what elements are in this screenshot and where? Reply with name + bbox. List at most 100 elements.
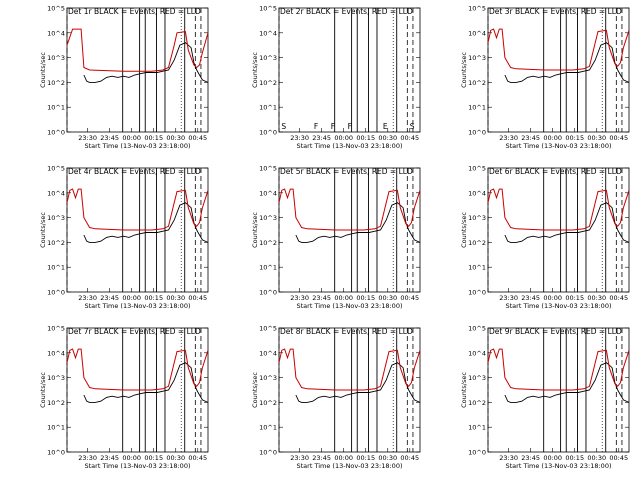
lld-series <box>487 188 630 231</box>
y-tick-label: 10^1 <box>47 104 65 112</box>
y-tick-label: 10^2 <box>259 399 277 407</box>
x-tick-label: 00:00 <box>122 134 141 142</box>
lld-series <box>487 28 630 71</box>
y-tick-label: 10^2 <box>259 79 277 87</box>
x-tick-label: 00:30 <box>587 294 606 302</box>
x-tick-label: 23:45 <box>100 454 119 462</box>
y-tick-label: 10^2 <box>259 239 277 247</box>
y-tick-label: 10^0 <box>259 289 277 297</box>
y-tick-label: 10^5 <box>259 325 277 333</box>
y-tick-label: 10^4 <box>468 189 486 197</box>
y-tick-label: 10^5 <box>259 165 277 173</box>
y-axis-label: Counts/sec <box>251 212 259 248</box>
x-tick-label: 00:30 <box>378 294 397 302</box>
x-tick-label: 00:30 <box>166 134 185 142</box>
panel-title: Det 5r BLACK = Events, RED = LLD <box>280 167 413 176</box>
panel-5: Det 5r BLACK = Events, RED = LLD 10^0 10^1… <box>251 165 421 310</box>
x-tick-label: 23:45 <box>312 134 331 142</box>
x-tick-label: 00:45 <box>188 134 207 142</box>
x-tick-label: 00:30 <box>166 294 185 302</box>
y-tick-label: 10^1 <box>468 424 486 432</box>
panel-3: Det 3r BLACK = Events, RED = LLD 10^0 10^1… <box>460 5 630 150</box>
x-axis-label: Start Time (13-Nov-03 23:18:00) <box>85 462 191 470</box>
y-tick-label: 10^1 <box>468 264 486 272</box>
panel-6: Det 6r BLACK = Events, RED = LLD 10^0 10^1… <box>460 165 630 310</box>
x-tick-label: 00:30 <box>166 454 185 462</box>
y-axis-label: Counts/sec <box>39 372 47 408</box>
marker-letter: F <box>314 122 318 131</box>
panel-title: Det 7r BLACK = Events, RED = LLD <box>68 327 201 336</box>
y-axis-label: Counts/sec <box>460 52 468 88</box>
x-axis-label: Start Time (13-Nov-03 23:18:00) <box>85 302 191 310</box>
x-tick-label: 00:15 <box>565 294 584 302</box>
x-tick-label: 00:00 <box>543 134 562 142</box>
y-tick-label: 10^3 <box>259 54 277 62</box>
x-tick-label: 00:00 <box>543 454 562 462</box>
marker-letter: E <box>383 122 388 131</box>
y-tick-label: 10^0 <box>47 289 65 297</box>
y-axis-label: Counts/sec <box>39 52 47 88</box>
y-tick-label: 10^1 <box>468 104 486 112</box>
marker-letter: S <box>410 122 415 131</box>
x-tick-label: 00:00 <box>122 294 141 302</box>
x-tick-label: 23:30 <box>499 454 518 462</box>
x-tick-label: 00:15 <box>565 134 584 142</box>
panel-title: Det 2r BLACK = Events, RED = LLD <box>280 7 413 16</box>
x-tick-label: 00:00 <box>334 454 353 462</box>
events-series <box>83 202 209 243</box>
y-tick-label: 10^0 <box>468 449 486 457</box>
x-tick-label: 23:45 <box>100 134 119 142</box>
x-tick-label: 00:30 <box>378 454 397 462</box>
plot-frame <box>278 7 421 133</box>
y-tick-label: 10^4 <box>259 189 277 197</box>
y-axis-label: Counts/sec <box>39 212 47 248</box>
x-tick-label: 00:30 <box>378 134 397 142</box>
x-tick-label: 23:30 <box>499 294 518 302</box>
y-axis-label: Counts/sec <box>460 372 468 408</box>
y-tick-label: 10^5 <box>468 165 486 173</box>
x-axis-label: Start Time (13-Nov-03 23:18:00) <box>506 142 612 150</box>
x-tick-label: 23:30 <box>78 294 97 302</box>
y-tick-label: 10^2 <box>468 79 486 87</box>
events-series <box>83 362 209 403</box>
y-tick-label: 10^5 <box>259 5 277 13</box>
lld-series <box>66 348 209 391</box>
x-axis-label: Start Time (13-Nov-03 23:18:00) <box>85 142 191 150</box>
y-tick-label: 10^2 <box>47 239 65 247</box>
y-axis-label: Counts/sec <box>460 212 468 248</box>
panel-1: Det 1r BLACK = Events, RED = LLD 10^0 10^1… <box>39 5 209 150</box>
x-tick-label: 00:45 <box>400 294 419 302</box>
y-tick-label: 10^5 <box>468 5 486 13</box>
x-tick-label: 23:45 <box>312 294 331 302</box>
y-tick-label: 10^3 <box>468 374 486 382</box>
x-tick-label: 23:30 <box>78 134 97 142</box>
y-tick-label: 10^4 <box>259 349 277 357</box>
x-tick-label: 00:15 <box>356 454 375 462</box>
x-tick-label: 00:00 <box>122 454 141 462</box>
panel-title: Det 8r BLACK = Events, RED = LLD <box>280 327 413 336</box>
y-tick-label: 10^2 <box>47 399 65 407</box>
x-axis-label: Start Time (13-Nov-03 23:18:00) <box>297 142 403 150</box>
x-axis-label: Start Time (13-Nov-03 23:18:00) <box>506 462 612 470</box>
y-axis-label: Counts/sec <box>251 372 259 408</box>
events-series <box>504 202 630 243</box>
y-tick-label: 10^4 <box>47 29 65 37</box>
lld-series <box>278 348 421 391</box>
panel-7: Det 7r BLACK = Events, RED = LLD 10^0 10^1… <box>39 325 209 470</box>
marker-letter: F <box>348 122 352 131</box>
lld-series <box>278 188 421 231</box>
plot-frame <box>487 7 630 133</box>
y-tick-label: 10^3 <box>47 374 65 382</box>
x-tick-label: 00:00 <box>334 294 353 302</box>
y-tick-label: 10^0 <box>47 129 65 137</box>
plot-frame <box>487 327 630 453</box>
x-axis-label: Start Time (13-Nov-03 23:18:00) <box>506 302 612 310</box>
events-series <box>295 362 421 403</box>
y-tick-label: 10^3 <box>468 214 486 222</box>
x-tick-label: 00:45 <box>609 454 628 462</box>
x-tick-label: 23:45 <box>100 294 119 302</box>
y-tick-label: 10^2 <box>468 399 486 407</box>
events-series <box>504 42 630 83</box>
x-tick-label: 23:30 <box>290 294 309 302</box>
